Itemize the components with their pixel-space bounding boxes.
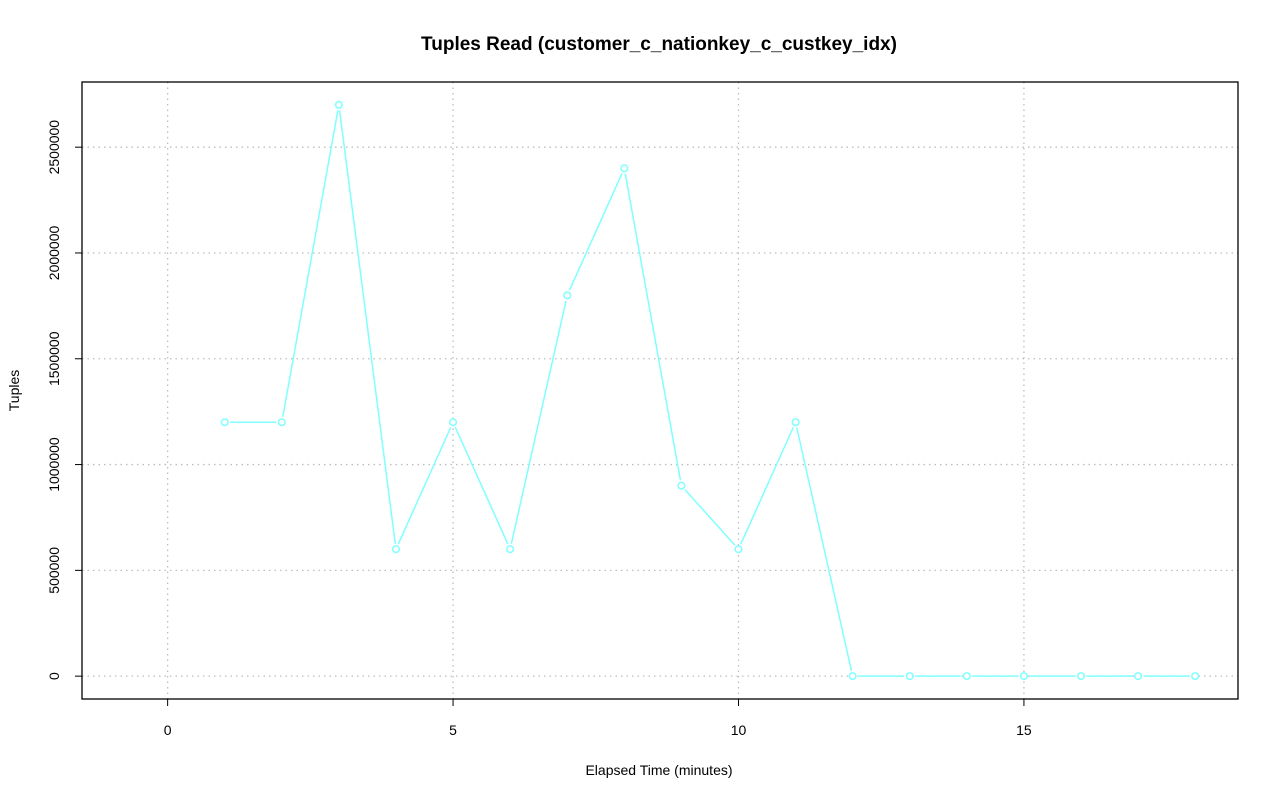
data-point — [620, 164, 629, 173]
y-axis: 0 500000 1000000 1500000 2000000 2500000 — [46, 120, 83, 680]
x-tick-label: 10 — [731, 722, 747, 738]
series-line-segment — [568, 173, 623, 291]
y-tick-label: 0 — [46, 672, 62, 680]
series-line-segment — [397, 426, 452, 545]
x-tick-label: 15 — [1016, 722, 1032, 738]
data-point — [791, 418, 800, 427]
y-tick-label: 2500000 — [46, 120, 62, 175]
data-point — [677, 481, 686, 490]
data-point — [1076, 672, 1086, 681]
y-axis-label: Tuples — [6, 370, 22, 412]
data-point — [506, 545, 515, 554]
plot-frame — [81, 81, 1239, 700]
series-line-segment — [338, 110, 397, 544]
data-point — [848, 672, 857, 681]
y-tick-label: 500000 — [46, 547, 62, 594]
x-axis-label: Elapsed Time (minutes) — [585, 762, 732, 778]
x-tick-label: 5 — [449, 722, 457, 738]
y-tick-label: 2000000 — [46, 226, 62, 281]
series-line-segment — [684, 489, 736, 546]
data-point — [334, 100, 343, 109]
data-point — [277, 418, 286, 427]
data-point — [1134, 672, 1143, 681]
data-point — [391, 545, 401, 554]
x-axis: 0 5 10 15 — [164, 698, 1032, 738]
data-point — [563, 291, 572, 300]
series-line-segment — [454, 426, 509, 545]
data-point — [1019, 672, 1028, 681]
series-line-segment — [510, 300, 567, 544]
series-layer — [220, 100, 1200, 681]
data-point — [1191, 672, 1200, 681]
series-line-segment — [624, 173, 682, 481]
data-point — [734, 545, 743, 554]
series-line-segment — [796, 427, 853, 671]
y-tick-label: 1500000 — [46, 331, 62, 386]
series-line-segment — [282, 110, 339, 417]
data-point — [962, 672, 971, 681]
chart-title: Tuples Read (customer_c_nationkey_c_cust… — [421, 34, 897, 55]
x-tick-label: 0 — [164, 722, 172, 738]
series-line-segment — [740, 426, 795, 545]
y-tick-label: 1000000 — [46, 437, 62, 492]
data-point — [905, 672, 914, 681]
data-point — [449, 418, 458, 427]
grid — [82, 82, 1238, 699]
data-point — [220, 418, 229, 427]
